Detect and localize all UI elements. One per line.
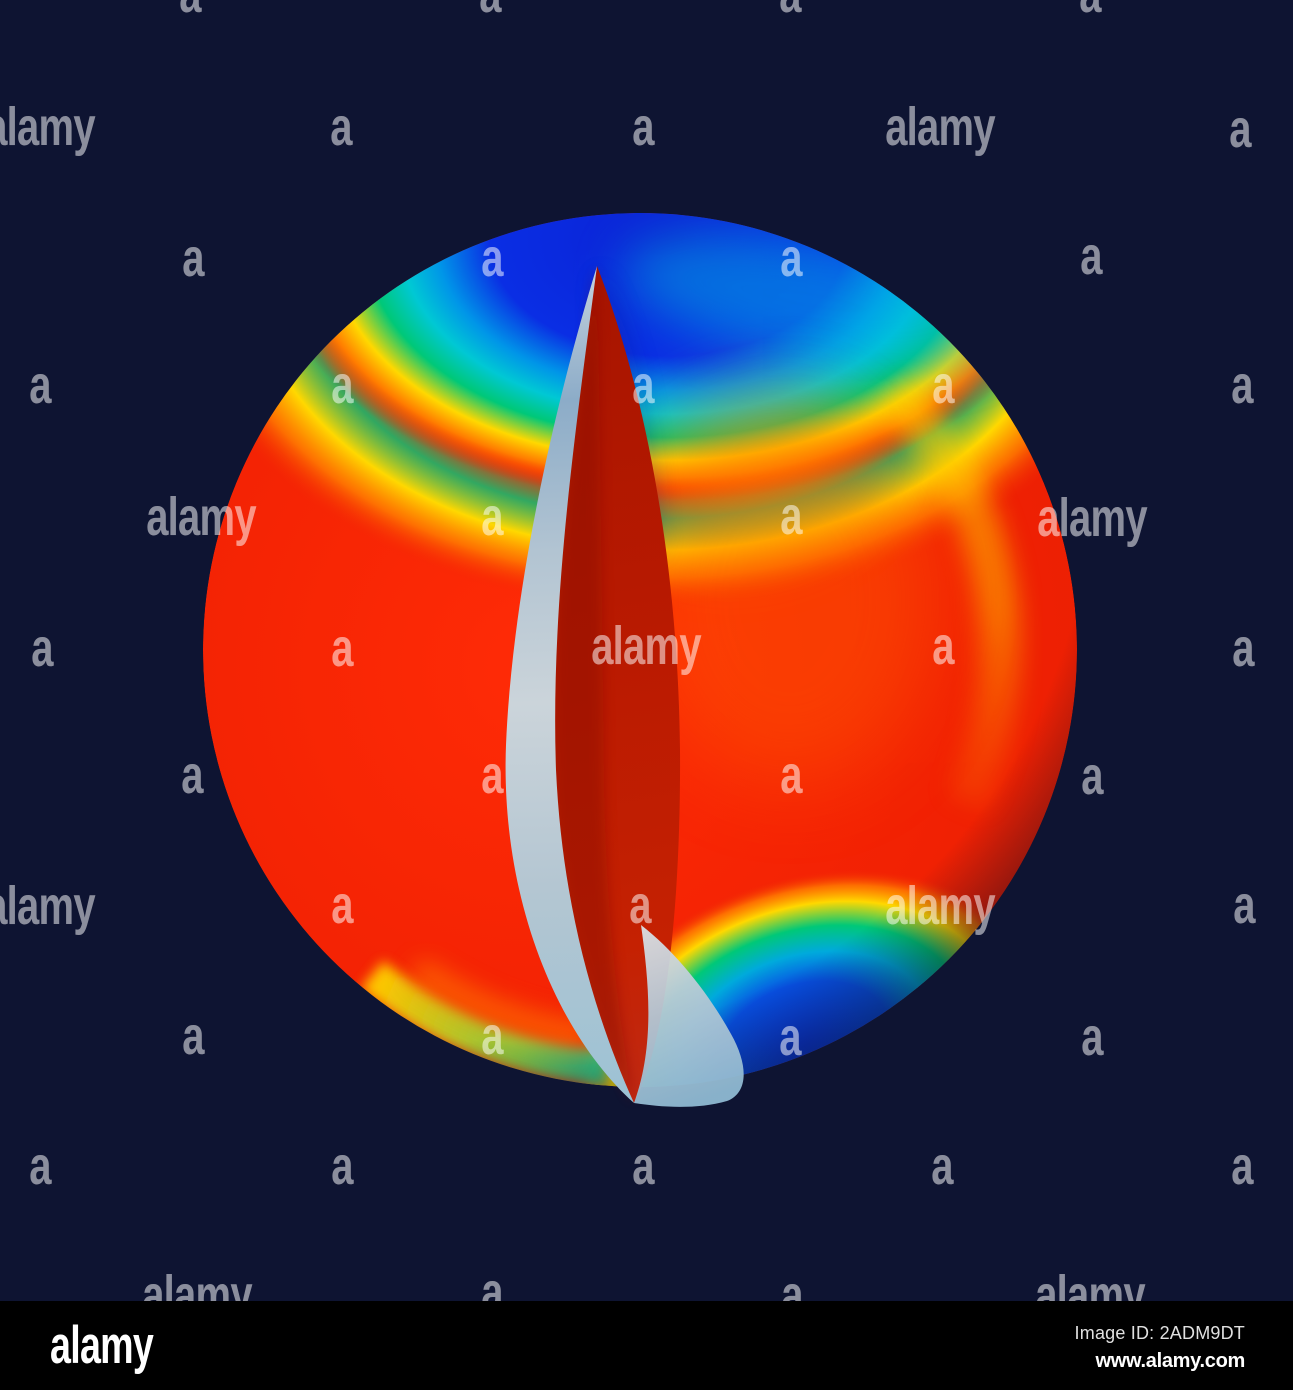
slice-foot-highlight [634,925,744,1107]
footer-meta: Image ID: 2ADM9DT www.alamy.com [1074,1323,1246,1373]
alamy-logo: alamy [50,1316,154,1375]
slice-face-shadow [551,266,634,1103]
slice-silver-rim [505,266,634,1103]
alamy-url-text: www.alamy.com [1095,1350,1246,1372]
slice-wedge [505,266,744,1107]
footer-bar: alamy Image ID: 2ADM9DT www.alamy.com [0,1301,1293,1390]
image-id-text: Image ID: 2ADM9DT [1074,1323,1245,1343]
